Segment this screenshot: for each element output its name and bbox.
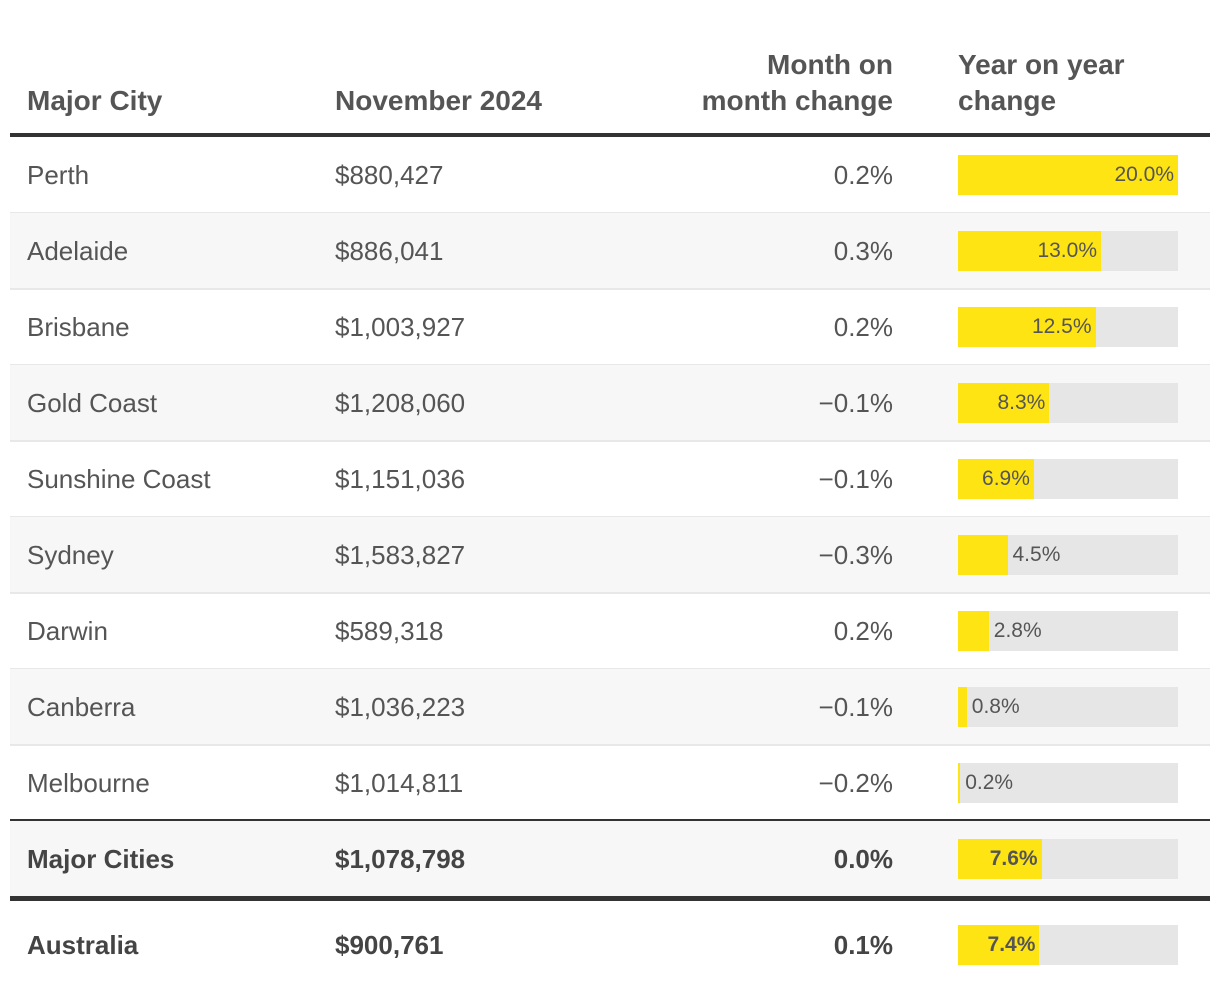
mom: −0.2% (818, 768, 893, 798)
mom: 0.2% (833, 312, 893, 342)
bar-label: 2.8% (993, 619, 1042, 642)
bar-label: 13.0% (1037, 239, 1097, 262)
header-yoy: Year on year (958, 49, 1125, 80)
header-price: November 2024 (335, 85, 543, 116)
bar (958, 535, 1008, 575)
header-mom: Month on (767, 49, 893, 80)
mom: 0.0% (833, 844, 893, 874)
bar-label: 4.5% (1012, 543, 1061, 566)
bar-label: 0.8% (971, 695, 1020, 718)
mom: 0.3% (833, 236, 893, 266)
price: $1,078,798 (335, 844, 466, 874)
bar (958, 687, 967, 727)
bar-track (958, 763, 1178, 803)
bar (958, 155, 1178, 195)
city: Sydney (27, 540, 114, 570)
bar-label: 7.4% (987, 933, 1036, 956)
bar-label: 12.5% (1031, 315, 1092, 338)
city: Darwin (27, 616, 108, 646)
price: $1,583,827 (335, 540, 466, 570)
city: Australia (27, 930, 139, 960)
bar-track (958, 687, 1178, 727)
city: Perth (27, 160, 90, 190)
price: $1,003,927 (335, 312, 466, 342)
mom: 0.2% (833, 616, 893, 646)
bar (958, 611, 989, 651)
mom: −0.1% (818, 388, 893, 418)
price: $1,014,811 (335, 768, 464, 798)
bar-label: 0.2% (965, 771, 1014, 794)
mom: −0.1% (818, 464, 893, 494)
total-rule (10, 819, 1210, 821)
mom: 0.1% (833, 930, 893, 960)
row-sep (10, 288, 1210, 290)
mom: −0.1% (818, 692, 893, 722)
city: Gold Coast (27, 388, 158, 418)
total-rule-thick (10, 896, 1210, 901)
bar-track (958, 611, 1178, 651)
city: Adelaide (27, 236, 129, 266)
city: Major Cities (27, 844, 175, 874)
city: Canberra (27, 692, 136, 722)
header-mom: month change (701, 85, 893, 116)
row-sep (10, 592, 1210, 594)
bar (958, 307, 1096, 347)
bar-label: 7.6% (989, 847, 1038, 870)
bar (958, 459, 1034, 499)
bar (958, 763, 961, 803)
row-sep (10, 744, 1210, 746)
bar-label: 6.9% (982, 467, 1030, 490)
bar-label: 20.0% (1114, 163, 1174, 186)
price: $1,036,223 (335, 692, 466, 722)
city: Brisbane (27, 312, 130, 342)
bar-label: 8.3% (997, 391, 1046, 414)
header-yoy: change (958, 85, 1057, 116)
bar (958, 231, 1101, 271)
city: Melbourne (27, 768, 150, 798)
header-rule (10, 133, 1210, 137)
row-sep (10, 440, 1210, 442)
price: $886,041 (335, 236, 444, 266)
city: Sunshine Coast (27, 464, 211, 494)
price: $1,151,036 (335, 464, 466, 494)
bar (958, 383, 1050, 423)
bar (958, 839, 1042, 879)
price: $880,427 (335, 160, 444, 190)
header-city: Major City (27, 85, 163, 116)
bar (958, 925, 1040, 965)
price: $589,318 (335, 616, 444, 646)
price: $1,208,060 (335, 388, 466, 418)
mom: −0.3% (818, 540, 893, 570)
price: $900,761 (335, 930, 444, 960)
mom: 0.2% (833, 160, 893, 190)
